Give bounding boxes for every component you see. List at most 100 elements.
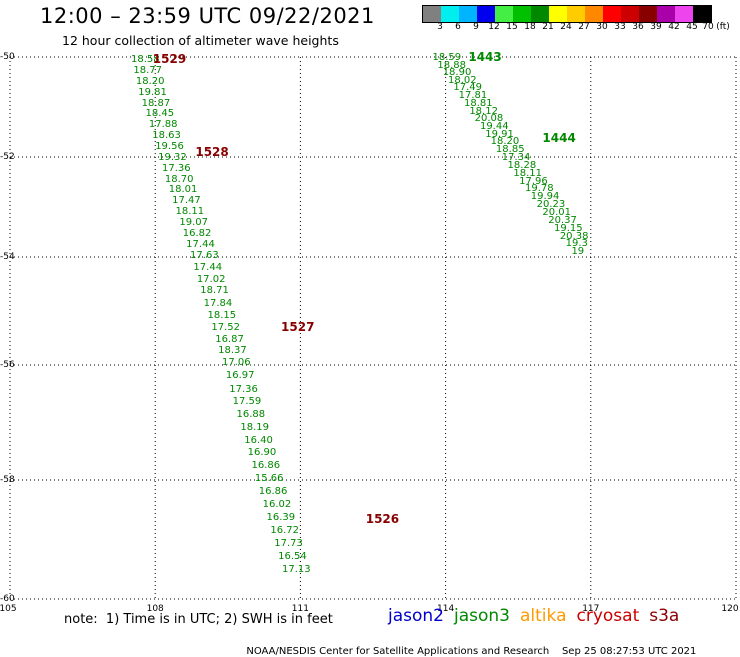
wave-height-value: 18.28 xyxy=(507,159,537,171)
pass-time-label: 1527 xyxy=(281,320,315,335)
lat-label: -56 xyxy=(0,360,15,370)
wave-height-value: 20.08 xyxy=(474,113,504,124)
wave-height-value: 17.63 xyxy=(190,250,219,261)
color-scale-labels: 3 6 9 12 15 18 21 24 27 30 33 36 39 42 45 70 (ft) xyxy=(422,22,732,34)
scale-label: 9 xyxy=(473,22,479,32)
wave-height-value: 16.90 xyxy=(247,447,277,459)
lon-label: 105 xyxy=(0,604,17,614)
wave-height-value: 17.34 xyxy=(501,151,531,163)
scale-label: 33 xyxy=(614,22,626,32)
wave-height-value: 16.02 xyxy=(262,498,292,510)
wave-height-value: 18.45 xyxy=(145,108,175,119)
legend-jason2: jason2 xyxy=(388,606,444,626)
scale-label: 45 xyxy=(686,22,698,32)
wave-height-value: 17.02 xyxy=(196,273,226,285)
wave-height-value: 19.91 xyxy=(485,128,514,140)
pass-time-label: 1529 xyxy=(152,51,187,66)
scale-swatch xyxy=(423,6,441,22)
wave-height-value: 16.82 xyxy=(182,228,212,239)
scale-swatch xyxy=(603,6,621,22)
wave-height-value: 17.06 xyxy=(221,357,251,369)
scale-label: 27 xyxy=(578,22,590,32)
scale-swatch xyxy=(621,6,639,22)
wave-height-value: 18.88 xyxy=(437,59,466,71)
color-scale-bar xyxy=(422,5,712,23)
wave-height-value: 18.71 xyxy=(200,285,229,297)
wave-height-value: 17.13 xyxy=(282,564,311,576)
scale-swatch xyxy=(585,6,603,22)
wave-height-value: 17.36 xyxy=(229,383,258,395)
lon-label: 117 xyxy=(582,604,600,614)
scale-swatch xyxy=(513,6,531,22)
satellite-legend: jason2 jason3 altika cryosat s3a xyxy=(388,606,689,626)
wave-height-value: 17.44 xyxy=(186,239,215,250)
wave-height-value: 18.58 xyxy=(131,53,160,65)
scale-unit: (ft) xyxy=(716,22,730,32)
wave-height-value: 16.40 xyxy=(244,434,273,446)
wave-height-value: 17.36 xyxy=(161,162,191,174)
wave-height-value: 18.11 xyxy=(513,167,542,179)
wave-height-value: 19.32 xyxy=(158,151,187,163)
lon-label: 108 xyxy=(146,604,164,614)
wave-height-value: 17.59 xyxy=(232,396,262,408)
pass-time-label: 1526 xyxy=(365,511,400,526)
wave-height-value: 19.78 xyxy=(524,183,554,194)
wave-height-value: 16.97 xyxy=(225,370,255,382)
scale-swatch xyxy=(441,6,459,22)
wave-height-value: 18.20 xyxy=(135,75,165,87)
wave-height-value: 17.88 xyxy=(148,118,178,130)
wave-height-value: 16.54 xyxy=(278,551,307,563)
wave-height-value: 16.87 xyxy=(215,333,244,345)
pass-time-label: 1444 xyxy=(542,131,576,145)
scale-label: 39 xyxy=(650,22,662,32)
scale-label: 42 xyxy=(668,22,680,32)
wave-height-value: 20.38 xyxy=(559,230,589,242)
legend-cryosat: cryosat xyxy=(576,606,640,626)
map-grid xyxy=(9,56,737,600)
wave-height-value: 17.73 xyxy=(274,538,303,550)
scale-swatch xyxy=(531,6,549,22)
lat-label: -52 xyxy=(0,152,15,162)
scale-swatch xyxy=(675,6,693,22)
wave-height-value: 17.84 xyxy=(203,297,233,309)
scale-label: 18 xyxy=(524,22,536,32)
lat-label: -60 xyxy=(0,594,15,604)
lat-label: -50 xyxy=(0,52,15,62)
scale-swatch xyxy=(477,6,495,22)
wave-height-value: 16.88 xyxy=(236,408,266,420)
scale-label: 21 xyxy=(542,22,554,32)
lon-label: 114 xyxy=(437,604,455,614)
footer-credit: NOAA/NESDIS Center for Satellite Applica… xyxy=(240,635,696,657)
scale-label: 70 xyxy=(702,22,714,32)
wave-height-value: 19.44 xyxy=(479,120,509,132)
lat-label: -54 xyxy=(0,252,15,262)
wave-height-value: 18.70 xyxy=(164,173,194,185)
scale-swatch xyxy=(567,6,585,22)
wave-height-value: 17.44 xyxy=(193,261,223,273)
wave-height-value: 17.52 xyxy=(211,321,240,333)
scale-swatch xyxy=(549,6,567,22)
scale-swatch xyxy=(459,6,477,22)
wave-height-value: 18.87 xyxy=(141,97,171,109)
timestamp-text: Sep 25 08:27:53 UTC 2021 xyxy=(561,646,697,657)
wave-height-value: 18.01 xyxy=(168,184,198,195)
wave-height-value: 19.3 xyxy=(565,238,588,249)
lon-label: 111 xyxy=(291,604,309,614)
wave-height-value: 17.47 xyxy=(172,194,201,206)
wave-height-value: 19.15 xyxy=(554,222,583,234)
wave-height-value: 19.56 xyxy=(155,140,184,152)
wave-height-value: 19.07 xyxy=(179,217,209,228)
wave-height-value: 18.20 xyxy=(490,136,520,147)
scale-swatch xyxy=(495,6,513,22)
scale-label: 36 xyxy=(632,22,644,32)
wave-height-value: 18.63 xyxy=(152,129,181,141)
scale-label: 30 xyxy=(596,22,608,32)
wave-height-value: 18.02 xyxy=(448,74,477,86)
wave-height-value: 19 xyxy=(571,246,585,257)
wave-height-value: 18.90 xyxy=(442,67,472,78)
wave-height-value: 18.15 xyxy=(207,309,237,321)
wave-height-value: 16.72 xyxy=(270,524,300,536)
wave-height-value: 17.81 xyxy=(458,90,488,101)
scale-label: 15 xyxy=(506,22,518,32)
